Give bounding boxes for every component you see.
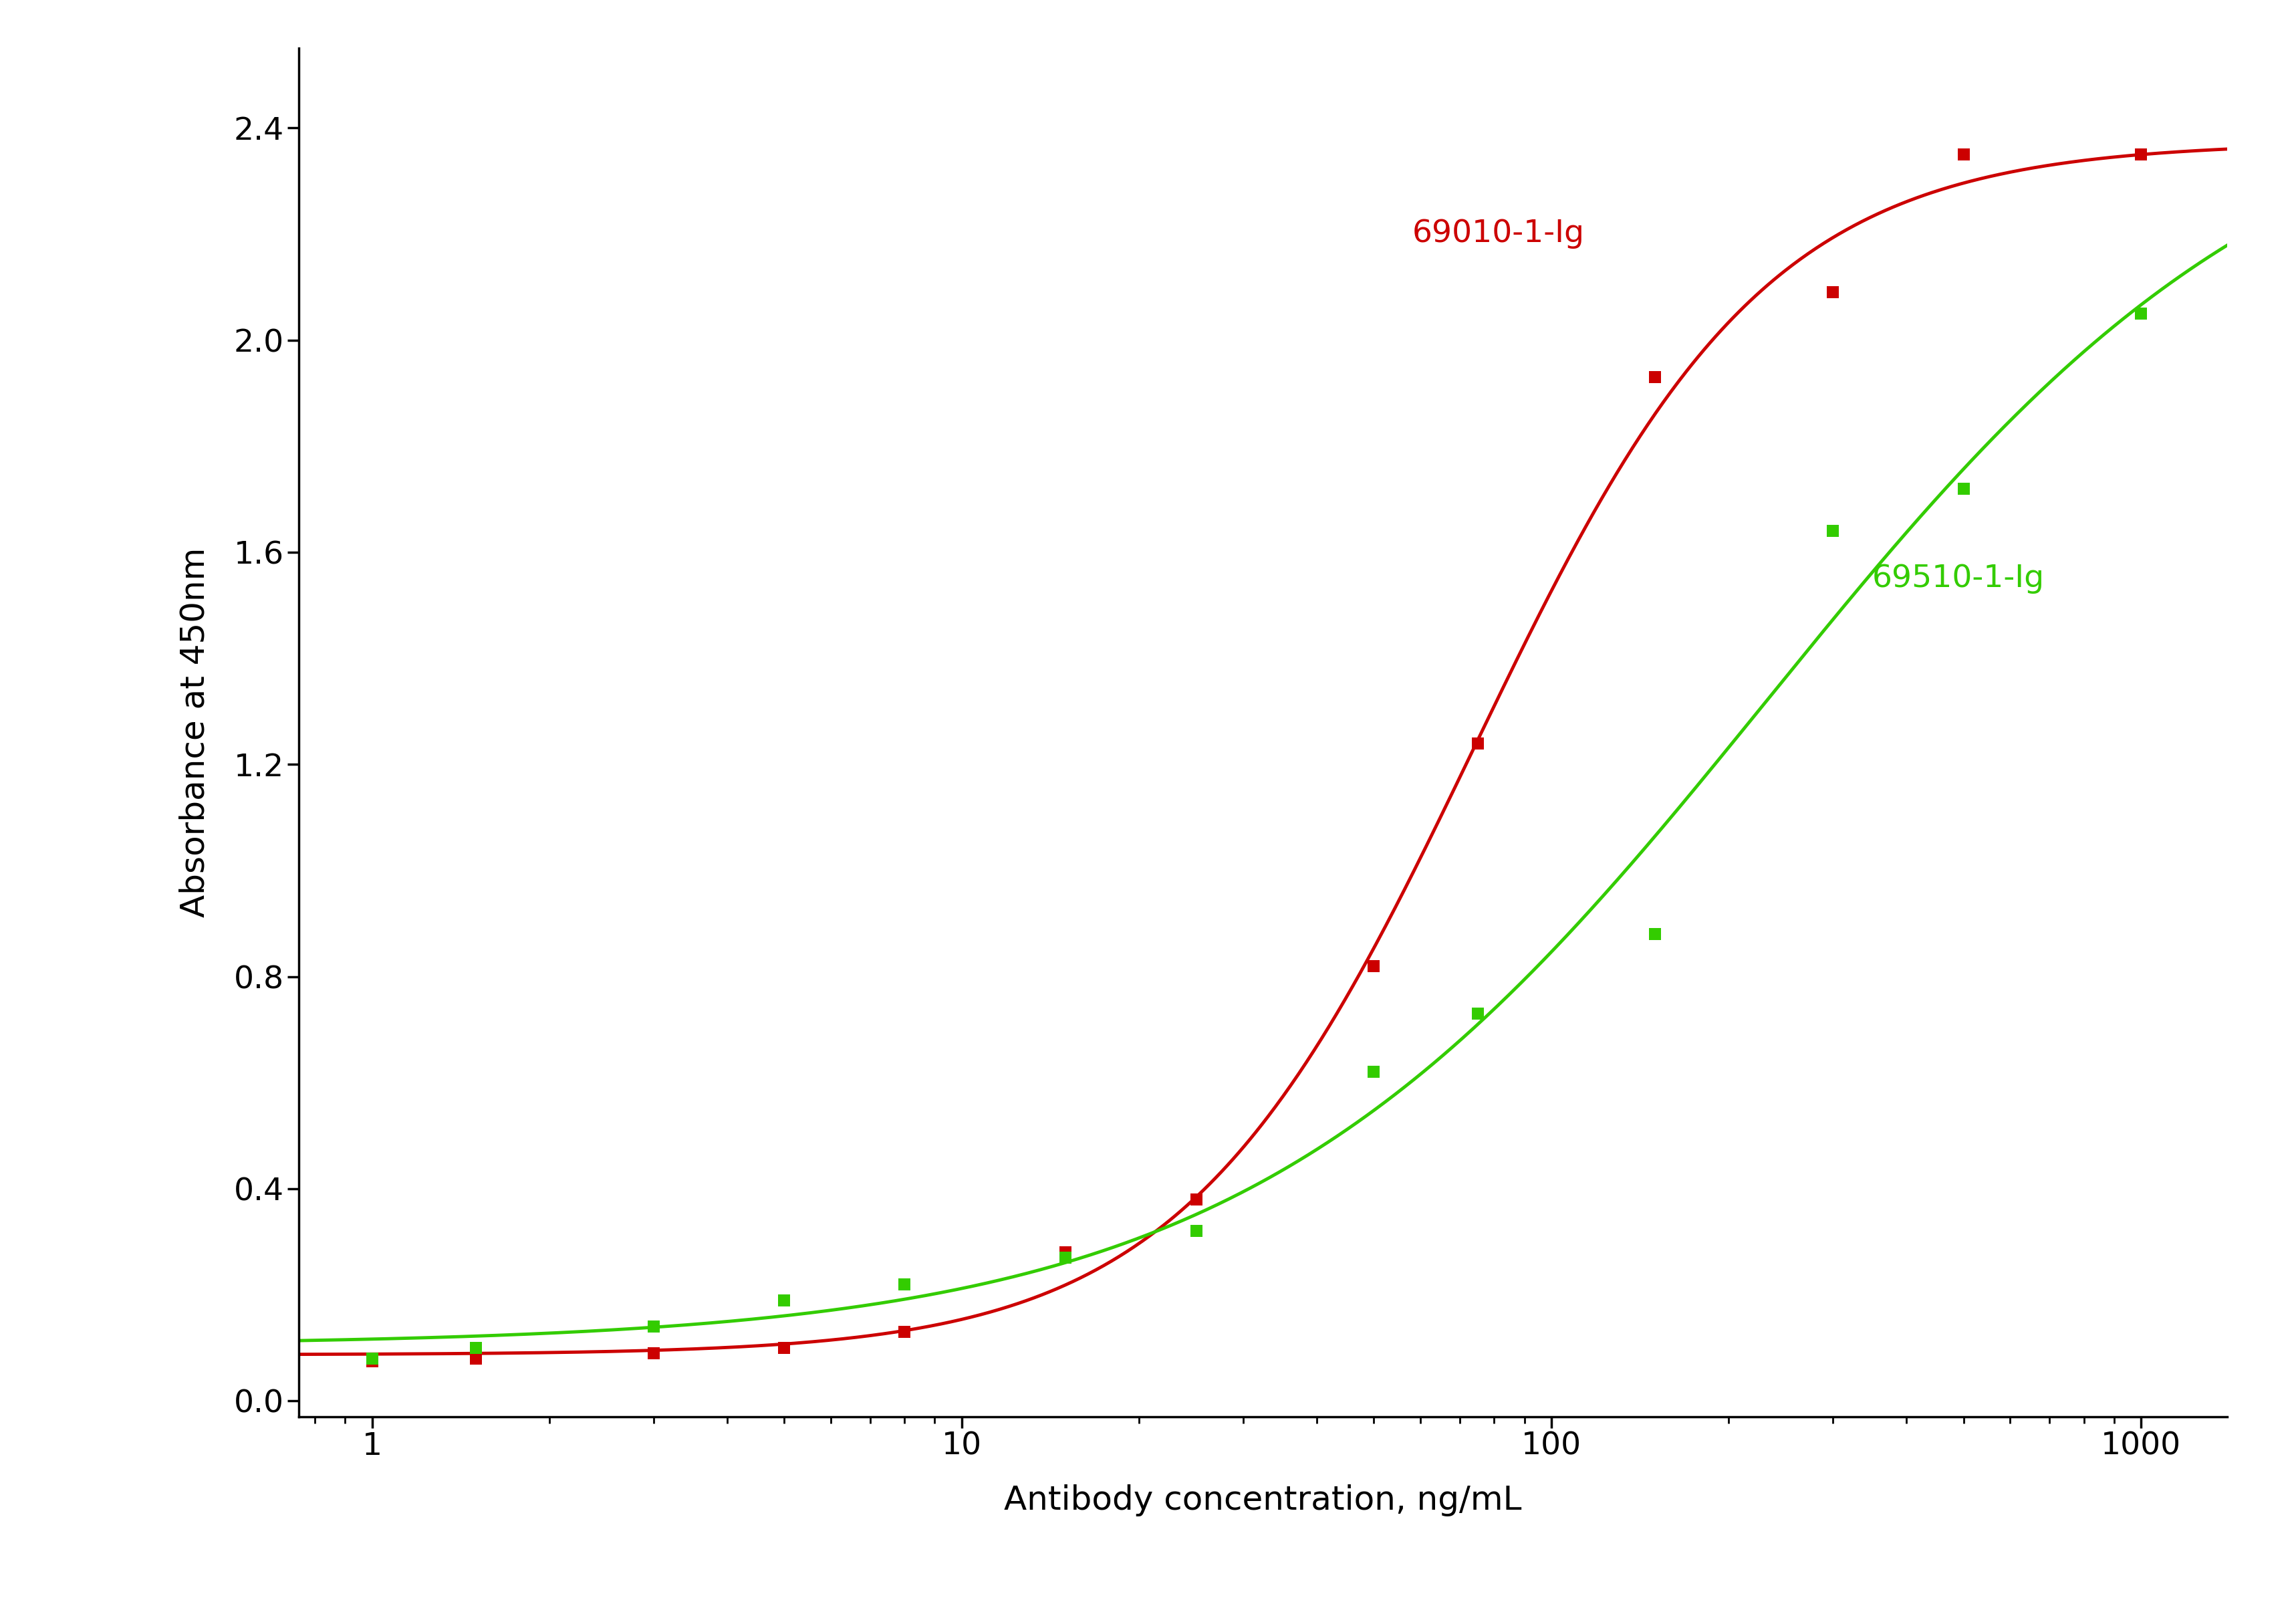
Point [1637, 364, 1674, 390]
Point [1047, 1240, 1084, 1265]
Text: 69010-1-Ig: 69010-1-Ig [1412, 219, 1584, 250]
Point [767, 1288, 804, 1314]
Point [1945, 475, 1981, 501]
Point [354, 1346, 390, 1372]
Point [2122, 142, 2158, 167]
Point [1460, 1001, 1497, 1027]
Point [886, 1272, 923, 1298]
Point [457, 1335, 494, 1360]
Point [1637, 921, 1674, 947]
X-axis label: Antibody concentration, ng/mL: Antibody concentration, ng/mL [1003, 1484, 1522, 1517]
Point [1814, 518, 1851, 544]
Point [354, 1348, 390, 1373]
Point [1814, 280, 1851, 306]
Y-axis label: Absorbance at 450nm: Absorbance at 450nm [179, 547, 211, 918]
Point [1047, 1245, 1084, 1270]
Point [1178, 1219, 1215, 1245]
Text: 69510-1-Ig: 69510-1-Ig [1871, 563, 2046, 594]
Point [636, 1340, 673, 1365]
Point [1945, 142, 1981, 167]
Point [2122, 301, 2158, 327]
Point [457, 1346, 494, 1372]
Point [886, 1319, 923, 1344]
Point [1355, 953, 1391, 979]
Point [767, 1335, 804, 1360]
Point [1460, 731, 1497, 757]
Point [1178, 1187, 1215, 1212]
Point [1355, 1059, 1391, 1085]
Point [636, 1314, 673, 1340]
